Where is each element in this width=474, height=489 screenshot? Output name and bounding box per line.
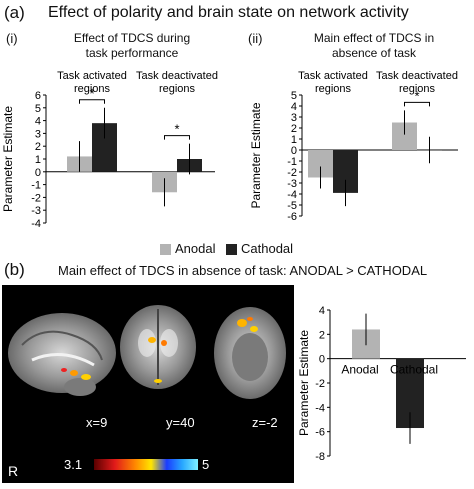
y-axis-label: Parameter Estimate [297,330,311,436]
y-tick-label: 5 [291,90,297,102]
y-tick-label: 2 [319,329,325,341]
y-tick-label: 1 [35,154,41,166]
chart-anodal-vs-cathodal: 4 2 0 -2 -4 -6 -8 Parameter Estimate Anodal Catho… [297,305,466,463]
category-label: regions [399,83,436,95]
colorbar [94,459,198,470]
coronal-slice [120,305,196,389]
legend: Anodal Cathodal [160,241,360,259]
slice-label-z: z=-2 [252,415,278,430]
sub-ii-title-line1: Main effect of TDCS in [313,31,435,45]
category-label: Task activated [57,70,127,82]
y-tick-label: 0 [319,354,325,366]
slice-label-y: y=40 [166,415,195,430]
significance-marker: * [89,86,94,101]
y-tick-label: -8 [315,451,325,463]
colorbar-max-label: 5 [202,457,210,472]
sub-ii-title-line2: absence of task [331,46,417,60]
y-tick-label: 4 [291,101,297,113]
legend-swatch-cathodal [226,244,237,255]
panel-a-title: Effect of polarity and brain state on ne… [48,4,409,21]
category-label: Task deactivated [376,70,458,82]
y-tick-label: -4 [31,218,41,230]
y-tick-label: -5 [287,200,297,212]
y-tick-label: 4 [319,305,325,317]
significance-marker: * [414,88,419,103]
y-tick-label: 0 [291,145,297,157]
activation-blob [247,317,253,321]
y-tick-label: 4 [35,116,41,128]
y-tick-label: 0 [35,167,41,179]
y-tick-label: 5 [35,103,41,115]
panel-b-title: Main effect of TDCS in absence of task: … [58,263,428,278]
activation-blob [250,326,258,332]
y-axis-label: Parameter Estimate [249,102,263,208]
y-tick-label: -3 [31,205,41,217]
category-label: Anodal [341,363,378,377]
colorbar-min-label: 3.1 [64,457,83,472]
activation-blob [81,374,91,380]
y-tick-label: 3 [35,128,41,140]
category-label: Task activated [298,70,368,82]
y-tick-label: -3 [287,178,297,190]
y-tick-label: -4 [315,402,325,414]
panel-b-label: (b) [4,260,25,279]
category-label: Task deactivated [136,70,218,82]
y-axis-label: Parameter Estimate [1,106,15,212]
y-tick-label: 3 [291,112,297,124]
sub-i-label: (i) [6,31,18,46]
side-label-right: R [8,463,19,479]
legend-swatch-anodal [160,244,171,255]
y-tick-label: -1 [31,180,41,192]
y-tick-label: -2 [31,192,41,204]
y-tick-label: 1 [291,134,297,146]
legend-label-anodal: Anodal [175,241,216,256]
sub-i-title-line1: Effect of TDCS during [73,31,191,45]
activation-blob [161,340,167,346]
panel-a-label: (a) [4,3,25,22]
y-tick-label: -6 [315,427,325,439]
activation-blob [154,379,162,383]
category-label: regions [74,83,111,95]
significance-bracket [164,135,190,140]
legend-label-cathodal: Cathodal [241,241,294,256]
y-tick-label: 6 [35,90,41,102]
y-tick-label: -6 [287,211,297,223]
y-tick-label: 2 [291,123,297,135]
y-tick-label: -2 [287,167,297,179]
sub-ii-label: (ii) [248,31,263,46]
y-tick-label: -1 [287,156,297,168]
category-label: Cathodal [390,363,438,377]
y-tick-label: -4 [287,189,297,201]
category-label: regions [315,83,352,95]
significance-marker: * [174,122,179,137]
y-tick-label: 2 [35,141,41,153]
axial-slice [214,307,286,399]
significance-bracket [79,99,105,104]
sagittal-slice [8,313,116,396]
brain-slices-image: x=9 y=40 z=-2 R 3.1 5 [2,285,294,483]
activation-blob [70,370,78,376]
activation-blob [237,319,247,327]
activation-blob [148,337,156,343]
category-label: regions [159,83,196,95]
slice-label-x: x=9 [86,415,108,430]
activation-blob [61,368,67,372]
significance-bracket [404,101,430,107]
sub-i-title-line2: task performance [85,46,179,60]
y-tick-label: -2 [315,378,325,390]
